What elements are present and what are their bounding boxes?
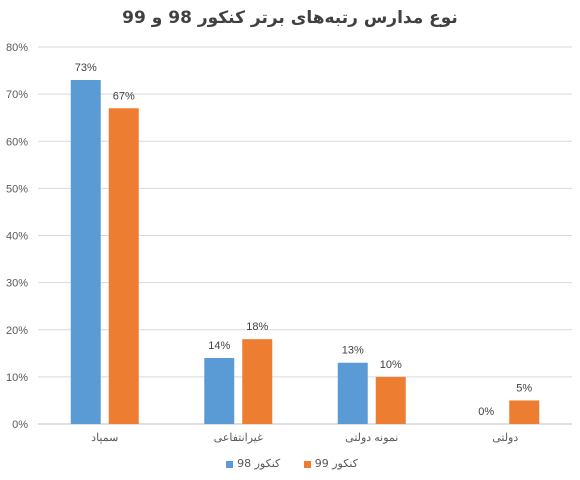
y-tick-label: 80% — [6, 42, 28, 54]
bar — [204, 358, 235, 424]
data-label: 0% — [478, 406, 494, 418]
legend-swatch — [303, 460, 311, 468]
legend: کنکور 98 کنکور 99 — [0, 457, 580, 470]
x-tick-label: نمونه دولتی — [345, 432, 398, 444]
y-tick-label: 10% — [6, 372, 28, 384]
y-tick-label: 0% — [12, 419, 28, 431]
data-label: 67% — [113, 90, 135, 102]
bar — [509, 400, 540, 424]
legend-item-series-1: کنکور 98 — [222, 457, 280, 470]
bar — [108, 108, 139, 424]
data-label: 73% — [75, 62, 97, 74]
legend-item-series-2: کنکور 99 — [300, 457, 358, 470]
y-tick-label: 60% — [6, 136, 28, 148]
chart-title: نوع مدارس رتبه‌های برتر کنکور 98 و 99 — [122, 8, 458, 28]
y-tick-label: 70% — [6, 89, 28, 101]
data-label: 10% — [380, 359, 402, 371]
bar — [242, 339, 273, 424]
y-tick-label: 50% — [6, 183, 28, 195]
data-label: 13% — [342, 345, 364, 357]
x-axis: سمپاد غیرانتفاعی نمونه دولتی دولتی — [91, 432, 518, 444]
data-label: 14% — [208, 340, 230, 352]
y-axis: 0% 10% 20% 30% 40% 50% 60% 70% 80% — [6, 42, 28, 431]
legend-label: کنکور 98 — [237, 457, 281, 470]
legend-label: کنکور 99 — [314, 457, 358, 470]
bars — [70, 79, 540, 425]
data-labels: 73% 67% 14% 18% 13% 10% 0% 5% — [75, 62, 533, 418]
x-tick-label: سمپاد — [91, 432, 118, 444]
bar — [337, 362, 368, 424]
bar — [70, 79, 101, 425]
x-tick-label: دولتی — [492, 432, 518, 444]
legend-swatch — [226, 460, 234, 468]
data-label: 5% — [516, 382, 532, 394]
y-tick-label: 20% — [6, 325, 28, 337]
bar — [375, 376, 406, 424]
y-tick-label: 40% — [6, 231, 28, 243]
data-label: 18% — [246, 321, 268, 333]
x-tick-label: غیرانتفاعی — [214, 432, 263, 444]
y-tick-label: 30% — [6, 278, 28, 290]
